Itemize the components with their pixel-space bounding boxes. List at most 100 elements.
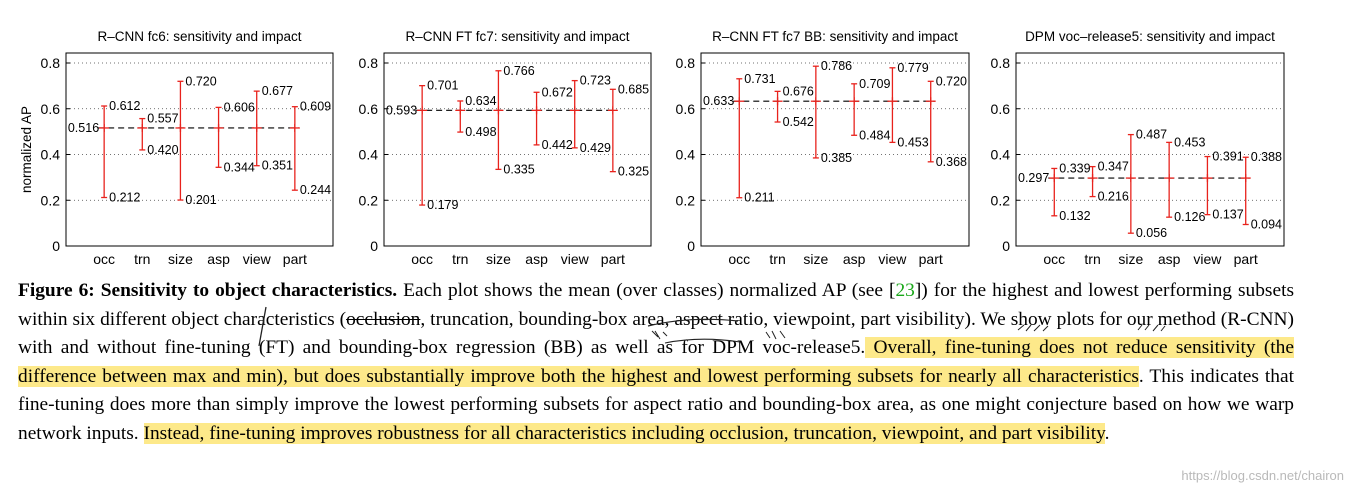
figure-caption: Figure 6: Sensitivity to object characte… [18,277,1294,448]
x-category-label: part [283,251,307,267]
y-tick-label: 0.6 [676,101,696,117]
y-axis-label: normalized AP [19,106,34,193]
y-tick-label: 0 [52,238,60,254]
max-value-label: 0.720 [185,74,216,88]
min-value-label: 0.385 [821,151,852,165]
x-category-label: occ [93,251,115,267]
citation-link[interactable]: 23 [895,280,915,301]
max-value-label: 0.388 [1251,150,1282,164]
min-value-label: 0.542 [783,115,814,129]
min-value-label: 0.351 [262,159,293,173]
x-category-label: view [878,251,907,267]
max-value-label: 0.685 [618,82,649,96]
figure-6-charts: R–CNN fc6: sensitivity and impact 0 0.2 0.4… [19,29,1285,267]
x-category-label: trn [134,251,150,267]
max-value-label: 0.339 [1059,161,1090,175]
chart-panels: R–CNN fc6: sensitivity and impact 0 0.2 0.4… [19,29,1285,267]
max-value-label: 0.453 [1174,135,1205,149]
min-value-label: 0.212 [109,191,140,205]
x-category-label: part [1234,251,1258,267]
x-category-label: size [168,251,193,267]
watermark: https://blog.csdn.net/chairon [1181,468,1344,483]
x-category-label: view [1193,251,1222,267]
max-value-label: 0.634 [465,94,496,108]
y-tick-label: 0.2 [676,192,696,208]
chart-title: R–CNN FT fc7 BB: sensitivity and impact [712,29,958,44]
y-tick-label: 0.6 [41,101,61,117]
mean-label: 0.633 [703,94,734,108]
chart-title: R–CNN fc6: sensitivity and impact [97,29,301,44]
y-tick-label: 0.8 [991,55,1011,71]
max-value-label: 0.612 [109,99,140,113]
y-tick-label: 0.8 [41,55,61,71]
y-tick-label: 0.6 [991,101,1011,117]
min-value-label: 0.126 [1174,210,1205,224]
caption-occlusion: occlusion [346,308,421,330]
min-value-label: 0.442 [542,138,573,152]
max-value-label: 0.606 [224,100,255,114]
min-value-label: 0.325 [618,165,649,179]
x-category-label: trn [1084,251,1100,267]
max-value-label: 0.347 [1098,160,1129,174]
max-value-label: 0.786 [821,59,852,73]
max-value-label: 0.676 [783,84,814,98]
min-value-label: 0.344 [224,160,255,174]
y-tick-label: 0.2 [991,192,1011,208]
min-value-label: 0.484 [859,128,890,142]
x-category-label: part [919,251,943,267]
x-category-label: asp [525,251,548,267]
max-value-label: 0.609 [300,100,331,114]
x-category-label: asp [843,251,866,267]
min-value-label: 0.211 [744,191,774,205]
plot-frame [1015,52,1285,247]
min-value-label: 0.216 [1098,190,1129,204]
min-value-label: 0.244 [300,183,331,197]
y-tick-label: 0 [370,238,378,254]
x-category-label: occ [728,251,750,267]
x-category-label: asp [207,251,230,267]
chart-title: DPM voc–release5: sensitivity and impact [1025,29,1275,44]
highlight-2: Instead, fine-tuning improves robustness… [143,422,1105,444]
min-value-label: 0.137 [1212,208,1243,222]
min-value-label: 0.179 [427,198,458,212]
plot-frame [700,52,970,247]
min-value-label: 0.056 [1136,226,1167,240]
max-value-label: 0.709 [859,77,890,91]
min-value-label: 0.132 [1059,209,1090,223]
min-value-label: 0.453 [897,135,928,149]
min-value-label: 0.094 [1251,217,1282,231]
x-category-label: size [1118,251,1143,267]
max-value-label: 0.701 [427,79,458,93]
max-value-label: 0.766 [503,64,534,78]
x-category-label: size [803,251,828,267]
y-tick-label: 0.8 [359,55,379,71]
max-value-label: 0.723 [580,74,611,88]
min-value-label: 0.368 [936,155,967,169]
x-category-label: size [486,251,511,267]
y-tick-label: 0.6 [359,101,379,117]
min-value-label: 0.201 [185,193,216,207]
x-category-label: occ [411,251,433,267]
y-tick-label: 0.2 [359,192,379,208]
y-tick-label: 0.8 [676,55,696,71]
max-value-label: 0.672 [542,85,573,99]
mean-label: 0.593 [386,103,417,117]
x-category-label: trn [769,251,785,267]
x-category-label: part [601,251,625,267]
min-value-label: 0.335 [503,162,534,176]
min-value-label: 0.420 [147,143,178,157]
y-tick-label: 0.4 [41,147,61,163]
max-value-label: 0.487 [1136,128,1167,142]
min-value-label: 0.498 [465,125,496,139]
y-tick-label: 0.4 [359,147,379,163]
plot-frame [65,52,334,247]
x-category-label: view [243,251,272,267]
max-value-label: 0.557 [147,112,178,126]
chart-title: R–CNN FT fc7: sensitivity and impact [405,29,629,44]
max-value-label: 0.720 [936,74,967,88]
caption-text-1: Each plot shows the mean (over classes) … [397,280,896,301]
max-value-label: 0.779 [897,61,928,75]
x-category-label: view [561,251,590,267]
x-category-label: asp [1158,251,1181,267]
y-tick-label: 0 [1002,238,1010,254]
